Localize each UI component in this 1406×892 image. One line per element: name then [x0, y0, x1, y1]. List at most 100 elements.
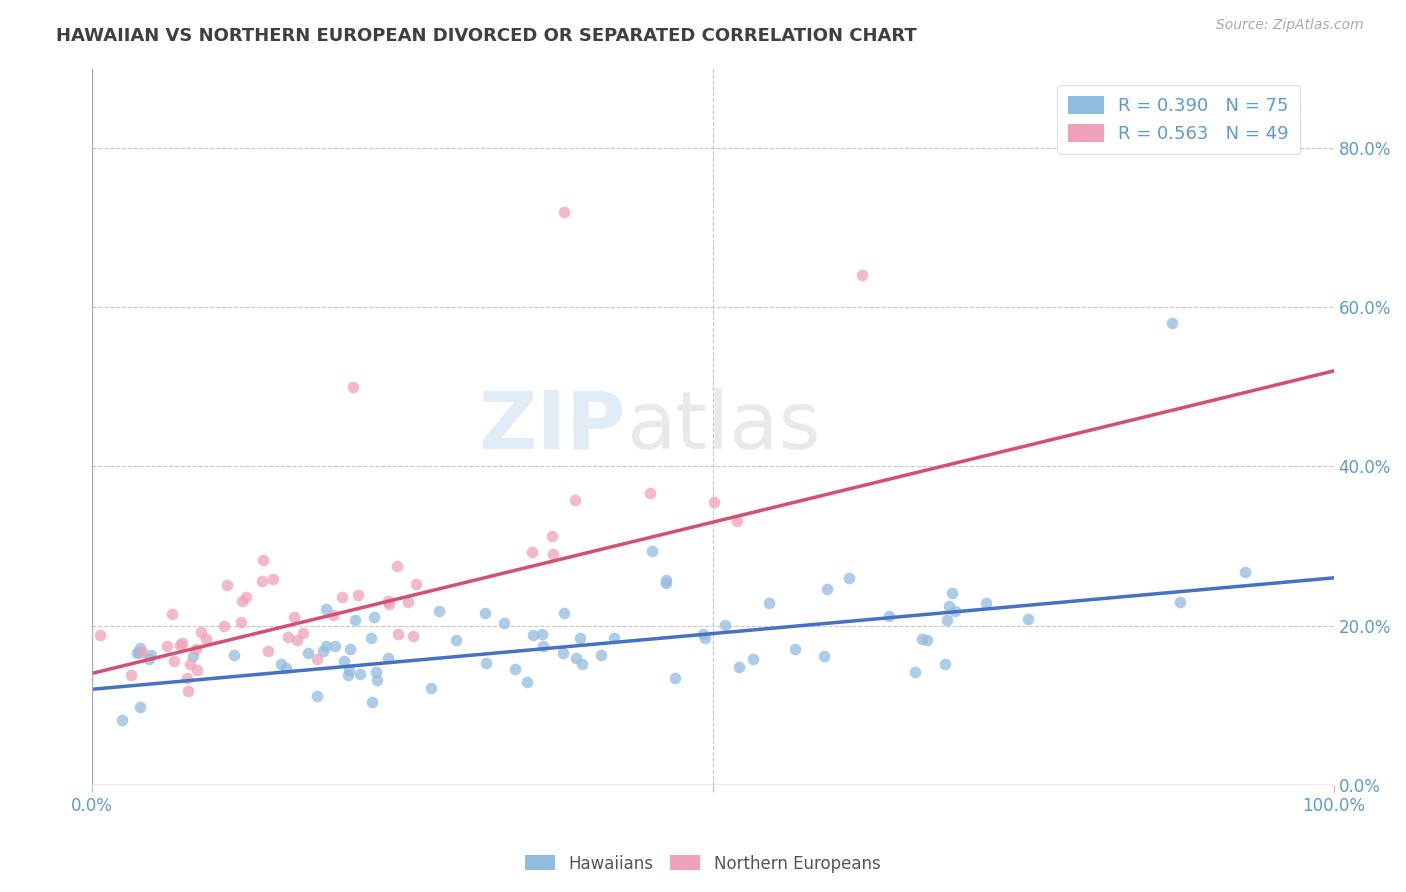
- Point: [297, 647, 319, 661]
- Point: [516, 675, 538, 690]
- Point: [664, 671, 686, 685]
- Point: [505, 662, 527, 676]
- Point: [387, 627, 409, 641]
- Point: [332, 654, 354, 668]
- Point: [1161, 316, 1184, 330]
- Point: [184, 642, 207, 657]
- Point: [139, 648, 162, 662]
- Point: [692, 626, 714, 640]
- Point: [591, 648, 613, 662]
- Point: [741, 652, 763, 666]
- Point: [877, 609, 900, 624]
- Text: HAWAIIAN VS NORTHERN EUROPEAN DIVORCED OR SEPARATED CORRELATION CHART: HAWAIIAN VS NORTHERN EUROPEAN DIVORCED O…: [56, 27, 917, 45]
- Point: [941, 586, 963, 600]
- Point: [190, 625, 212, 640]
- Point: [377, 594, 399, 608]
- Point: [783, 641, 806, 656]
- Point: [366, 673, 388, 687]
- Point: [938, 599, 960, 614]
- Point: [270, 657, 292, 672]
- Point: [936, 613, 959, 627]
- Point: [250, 574, 273, 589]
- Point: [385, 559, 408, 574]
- Point: [522, 627, 544, 641]
- Point: [128, 641, 150, 656]
- Point: [405, 576, 427, 591]
- Point: [640, 486, 662, 500]
- Point: [492, 615, 515, 630]
- Point: [474, 607, 496, 621]
- Point: [342, 380, 364, 394]
- Point: [725, 514, 748, 528]
- Point: [160, 607, 183, 622]
- Point: [336, 668, 359, 682]
- Point: [934, 657, 956, 671]
- Point: [262, 572, 284, 586]
- Point: [402, 630, 425, 644]
- Point: [553, 204, 575, 219]
- Point: [307, 689, 329, 703]
- Point: [172, 636, 194, 650]
- Point: [312, 644, 335, 658]
- Point: [339, 642, 361, 657]
- Point: [364, 665, 387, 680]
- Point: [256, 644, 278, 658]
- Point: [974, 596, 997, 610]
- Text: ZIP: ZIP: [479, 388, 626, 466]
- Point: [553, 606, 575, 620]
- Point: [444, 633, 467, 648]
- Point: [212, 619, 235, 633]
- Point: [343, 613, 366, 627]
- Point: [111, 714, 134, 728]
- Point: [396, 595, 419, 609]
- Point: [917, 632, 939, 647]
- Point: [291, 626, 314, 640]
- Point: [851, 268, 873, 283]
- Point: [703, 494, 725, 508]
- Point: [235, 591, 257, 605]
- Point: [274, 661, 297, 675]
- Point: [910, 632, 932, 647]
- Point: [176, 671, 198, 685]
- Point: [156, 639, 179, 653]
- Point: [564, 492, 586, 507]
- Point: [728, 660, 751, 674]
- Point: [904, 665, 927, 679]
- Point: [307, 652, 329, 666]
- Point: [186, 663, 208, 677]
- Point: [252, 553, 274, 567]
- Legend: Hawaiians, Northern Europeans: Hawaiians, Northern Europeans: [519, 848, 887, 880]
- Point: [714, 618, 737, 632]
- Point: [474, 656, 496, 670]
- Point: [1233, 565, 1256, 579]
- Point: [571, 657, 593, 671]
- Point: [531, 639, 554, 653]
- Point: [323, 639, 346, 653]
- Point: [565, 651, 588, 665]
- Point: [277, 630, 299, 644]
- Point: [655, 576, 678, 591]
- Text: atlas: atlas: [626, 388, 820, 466]
- Point: [813, 648, 835, 663]
- Point: [120, 668, 142, 682]
- Point: [231, 594, 253, 608]
- Point: [337, 663, 360, 677]
- Point: [943, 604, 966, 618]
- Point: [531, 627, 554, 641]
- Point: [179, 657, 201, 671]
- Point: [346, 588, 368, 602]
- Point: [815, 582, 838, 597]
- Point: [128, 645, 150, 659]
- Point: [131, 645, 153, 659]
- Point: [194, 632, 217, 647]
- Point: [322, 608, 344, 623]
- Point: [427, 604, 450, 618]
- Point: [1017, 611, 1039, 625]
- Point: [283, 610, 305, 624]
- Point: [330, 590, 353, 604]
- Text: Source: ZipAtlas.com: Source: ZipAtlas.com: [1216, 18, 1364, 32]
- Point: [378, 598, 401, 612]
- Point: [285, 633, 308, 648]
- Point: [163, 654, 186, 668]
- Point: [541, 529, 564, 543]
